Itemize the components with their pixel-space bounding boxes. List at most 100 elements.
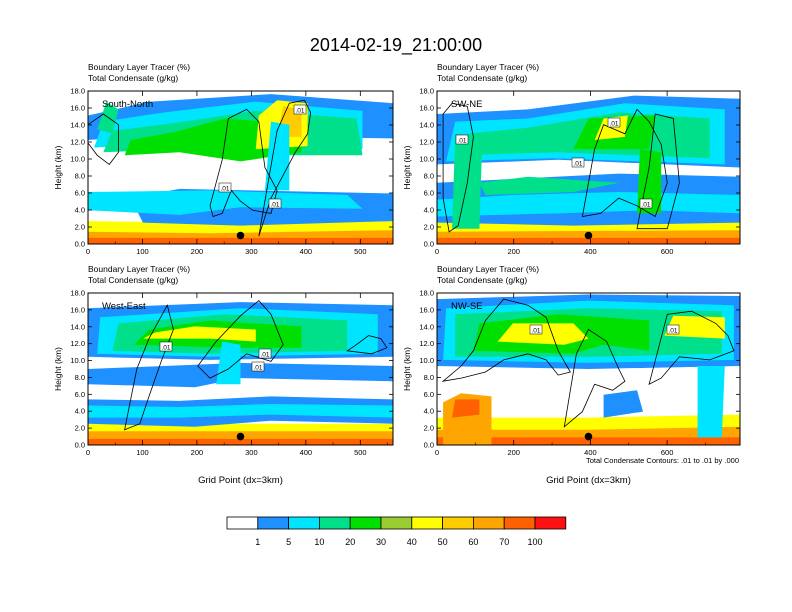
contour-label: .01 (220, 186, 229, 193)
x-tick-label: 100 (136, 247, 149, 256)
y-tick-label: 8.0 (424, 373, 434, 382)
colorbar-swatch (380, 516, 413, 530)
tracer-region (437, 192, 740, 217)
panel-2: .01 .01 .01 .01 0.0 2.0 4.0 6.0 8.0 10.0 12.0 14.0 1… (402, 62, 741, 256)
panel-title-condensate: Total Condensate (g/kg) (88, 275, 178, 285)
y-tick-label: 8.0 (424, 172, 434, 181)
contour-label: .01 (457, 138, 466, 145)
y-tick-label: 10.0 (419, 356, 434, 365)
y-tick-label: 10.0 (419, 155, 434, 164)
tracer-region (437, 237, 740, 244)
y-axis-label: Height (km) (53, 347, 63, 391)
tracer-region (437, 437, 740, 445)
y-tick-label: 18.0 (419, 289, 434, 298)
tracer-region (97, 101, 119, 134)
x-tick-label: 0 (86, 247, 90, 256)
y-tick-label: 4.0 (424, 407, 434, 416)
contour-label-box (607, 117, 621, 128)
tracer-region (264, 121, 290, 191)
plot-frame (436, 292, 741, 446)
contour-label-box (251, 361, 265, 372)
contour-label: .01 (641, 202, 650, 209)
y-tick-label: 16.0 (419, 305, 434, 314)
colorbar-swatch (472, 516, 505, 530)
y-tick-label: 18.0 (70, 289, 85, 298)
y-tick-label: 0.0 (75, 240, 85, 249)
colorbar-level-label: 5 (286, 537, 291, 547)
colorbar-swatch (257, 516, 289, 530)
condensate-contour (88, 113, 119, 165)
colorbar-level-label: 20 (345, 537, 355, 547)
x-tick-label: 500 (354, 247, 367, 256)
contour-label: .01 (270, 202, 279, 209)
y-tick-label: 8.0 (75, 172, 85, 181)
panel-1: .01 .01 .01 0.0 2.0 4.0 6.0 8.0 10.0 12.0 14.0 16.0… (53, 62, 394, 256)
condensate-contour (258, 99, 312, 237)
x-tick-label: 400 (584, 448, 597, 457)
y-tick-label: 2.0 (424, 424, 434, 433)
panel-direction-label: SW-NE (451, 99, 483, 110)
tracer-region (479, 176, 619, 195)
x-tick-label: 400 (584, 247, 597, 256)
panel-3: .01 .01 .01 0.0 2.0 4.0 6.0 8.0 10.0 12.0 14.0 16.0… (53, 264, 394, 486)
y-tick-label: 6.0 (75, 189, 85, 198)
y-tick-label: 16.0 (419, 104, 434, 113)
x-tick-label: 600 (661, 247, 674, 256)
tracer-region (216, 341, 241, 385)
location-marker (236, 432, 245, 441)
panel-direction-label: South-North (102, 99, 153, 110)
x-tick-label: 100 (136, 448, 149, 457)
colorbar-level-label: 10 (314, 537, 324, 547)
colorbar-level-label: 50 (438, 537, 448, 547)
contour-note: Total Condensate Contours: .01 to .01 by… (586, 456, 739, 465)
x-tick-label: 600 (661, 448, 674, 457)
contour-label-box (455, 134, 469, 145)
x-tick-label: 200 (507, 448, 520, 457)
panel-title-tracer: Boundary Layer Tracer (%) (88, 62, 190, 72)
panel-title-tracer: Boundary Layer Tracer (%) (88, 264, 190, 274)
contour-label: .01 (668, 328, 677, 335)
contour-label: .01 (573, 161, 582, 168)
contour-label-box (571, 157, 585, 168)
contour-label-box (258, 348, 272, 359)
tracer-region (88, 438, 393, 445)
colorbar-level-label: 1 (255, 537, 260, 547)
tracer-region (437, 414, 740, 430)
colorbar-swatch (442, 516, 474, 530)
y-tick-label: 14.0 (70, 322, 85, 331)
y-axis-label: Height (km) (53, 145, 63, 189)
y-tick-label: 0.0 (424, 441, 434, 450)
y-tick-label: 4.0 (424, 206, 434, 215)
condensate-contour (648, 310, 735, 385)
colorbar-level-label: 60 (468, 537, 478, 547)
x-tick-label: 400 (300, 247, 313, 256)
contour-label-box (666, 324, 680, 335)
y-tick-label: 2.0 (424, 223, 434, 232)
y-tick-label: 10.0 (70, 155, 85, 164)
condensate-contour (636, 113, 680, 230)
condensate-contour (441, 298, 571, 382)
y-tick-label: 6.0 (424, 189, 434, 198)
tracer-region (88, 404, 393, 418)
contour-label-box (218, 182, 232, 193)
panel-title-condensate: Total Condensate (g/kg) (437, 73, 527, 83)
condensate-contour (346, 335, 388, 355)
y-tick-label: 14.0 (419, 322, 434, 331)
panel-title-tracer: Boundary Layer Tracer (%) (437, 264, 539, 274)
y-tick-label: 16.0 (70, 305, 85, 314)
x-tick-label: 0 (435, 448, 439, 457)
x-tick-label: 200 (191, 247, 204, 256)
plot-frame (87, 90, 394, 245)
tracer-region (497, 323, 589, 345)
location-marker (584, 432, 593, 441)
tracer-region (697, 366, 725, 438)
x-tick-label: 300 (245, 247, 258, 256)
condensate-contour (442, 102, 474, 233)
x-tick-label: 200 (191, 448, 204, 457)
y-tick-label: 10.0 (70, 356, 85, 365)
colorbar-swatch (318, 516, 351, 530)
y-tick-label: 8.0 (75, 373, 85, 382)
y-tick-label: 14.0 (70, 121, 85, 130)
x-tick-label: 0 (435, 247, 439, 256)
